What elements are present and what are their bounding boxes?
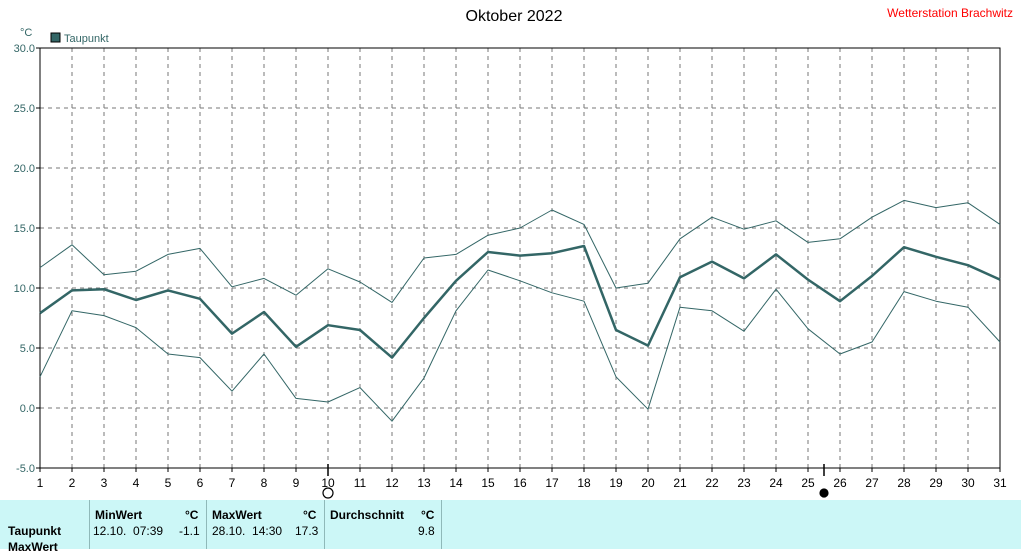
max-header: MaxWert (212, 508, 262, 522)
x-tick-label: 8 (261, 476, 268, 490)
y-tick-label: 5.0 (20, 343, 35, 355)
y-tick-label: 20.0 (14, 163, 35, 175)
min-header: MinWert (95, 508, 143, 522)
series-line-mean (39, 244, 1001, 359)
x-tick-label: 17 (545, 476, 559, 490)
x-tick-label: 2 (69, 476, 76, 490)
max-datetime: 28.10. 14:30 (212, 524, 283, 538)
x-tick-label: 13 (417, 476, 431, 490)
y-tick-label: 25.0 (14, 103, 35, 115)
avg-header: Durchschnitt (330, 508, 405, 522)
max-unit: °C (303, 508, 317, 522)
x-tick-label: 6 (197, 476, 204, 490)
x-tick-label: 4 (133, 476, 140, 490)
x-tick-label: 30 (961, 476, 975, 490)
y-unit-label: °C (20, 27, 32, 39)
y-axis: 30.0 25.0 20.0 15.0 10.0 5.0 0.0 -5.0 (14, 43, 40, 475)
min-value: -1.1 (179, 524, 200, 538)
avg-value: 9.8 (418, 524, 435, 538)
min-datetime: 12.10. 07:39 (93, 524, 164, 538)
x-tick-label: 22 (705, 476, 719, 490)
row-label-maxwert: MaxWert (8, 540, 58, 554)
x-tick-label: 12 (385, 476, 399, 490)
x-tick-label: 26 (833, 476, 847, 490)
legend: Taupunkt (50, 32, 109, 45)
avg-unit: °C (421, 508, 435, 522)
x-tick-label: 7 (229, 476, 236, 490)
x-tick-label: 19 (609, 476, 623, 490)
series-line-min (39, 269, 1001, 422)
x-tick-label: 28 (897, 476, 911, 490)
new-moon-icon (819, 488, 829, 498)
y-tick-label: 10.0 (14, 283, 35, 295)
x-tick-label: 24 (769, 476, 783, 490)
x-tick-label: 25 (801, 476, 815, 490)
x-tick-label: 9 (293, 476, 300, 490)
y-tick-label: 15.0 (14, 223, 35, 235)
grid (40, 48, 1000, 468)
x-tick-label: 15 (481, 476, 495, 490)
x-tick-label: 27 (865, 476, 879, 490)
x-tick-label: 21 (673, 476, 687, 490)
x-tick-label: 23 (737, 476, 751, 490)
x-tick-label: 10 (321, 476, 335, 490)
x-tick-label: 11 (354, 476, 367, 490)
x-tick-label: 5 (165, 476, 172, 490)
x-axis: 1 2 3 4 5 6 7 8 9 10 11 12 13 14 15 16 17 18 19 20 21 22 23 24 2… (37, 468, 1007, 490)
table-divider (206, 500, 207, 549)
x-tick-label: 31 (993, 476, 1007, 490)
series-lines (39, 199, 1001, 422)
x-tick-label: 1 (37, 476, 44, 490)
x-tick-label: 18 (577, 476, 591, 490)
full-moon-icon (322, 487, 334, 499)
table-divider (89, 500, 90, 549)
dewpoint-chart: Oktober 2022 Wetterstation Brachwitz °C … (14, 6, 1013, 499)
legend-swatch (50, 32, 61, 43)
series-line-max (39, 199, 1001, 303)
min-unit: °C (185, 508, 199, 522)
station-name: Wetterstation Brachwitz (887, 6, 1013, 20)
x-tick-label: 14 (449, 476, 463, 490)
y-tick-label: -5.0 (16, 463, 35, 475)
max-value: 17.3 (295, 524, 319, 538)
statistics-table: Taupunkt MaxWert MinWert °C 12.10. 07:39… (0, 500, 1021, 554)
x-tick-label: 20 (641, 476, 655, 490)
row-label-taupunkt: Taupunkt (8, 524, 62, 538)
table-divider (441, 500, 442, 549)
y-tick-label: 0.0 (20, 403, 35, 415)
chart-title: Oktober 2022 (466, 8, 563, 25)
x-tick-label: 16 (513, 476, 527, 490)
x-tick-label: 3 (101, 476, 108, 490)
y-tick-label: 30.0 (14, 43, 35, 55)
x-tick-label: 29 (929, 476, 943, 490)
legend-label: Taupunkt (64, 33, 109, 45)
moon-phases (322, 464, 829, 499)
table-divider (324, 500, 325, 549)
